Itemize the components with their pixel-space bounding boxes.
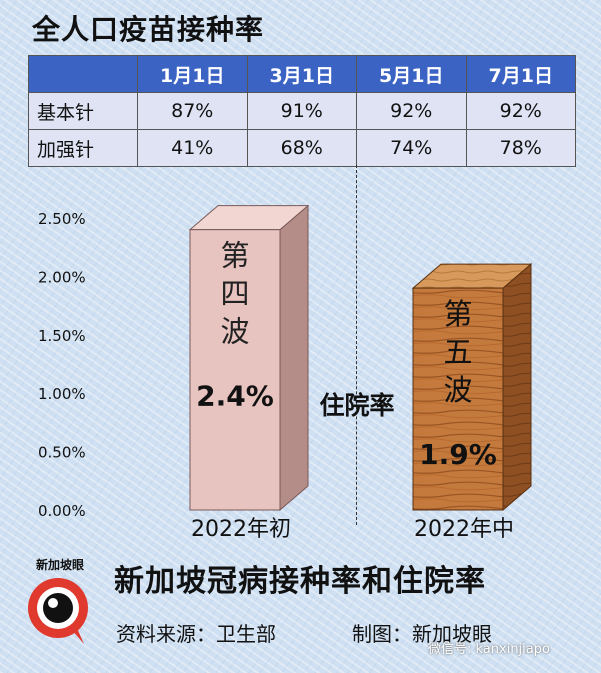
bar-value-label: 1.9% — [419, 438, 497, 471]
watermark: 微信号: kanxinjiapo — [428, 642, 550, 657]
x-category-label: 2022年初 — [191, 517, 291, 540]
column-header: 3月1日 — [246, 55, 357, 93]
source-label: 资料来源： — [116, 622, 216, 646]
y-tick-label: 1.50% — [38, 327, 86, 345]
bar-wave-char: 波 — [443, 373, 472, 407]
source-credit: 资料来源：卫生部 — [116, 618, 276, 647]
chart-title: 住院率 — [319, 391, 394, 420]
table-cell: 92% — [465, 92, 576, 130]
bar-value-label: 2.4% — [196, 380, 274, 413]
row-label: 加强针 — [28, 129, 138, 167]
bar-wave-char: 四 — [220, 277, 249, 311]
vaccination-table: 1月1日 3月1日 5月1日 7月1日 基本针 87% 91% 92% 92% … — [28, 55, 576, 167]
footer-title: 新加坡冠病接种率和住院率 — [114, 564, 486, 599]
table-cell: 78% — [465, 129, 576, 167]
column-header: 1月1日 — [137, 55, 248, 93]
table-row: 基本针 87% 91% 92% 92% — [28, 92, 576, 130]
logo-text: 新加坡眼 — [36, 557, 84, 572]
y-tick-label: 1.00% — [38, 385, 86, 403]
y-tick-label: 0.50% — [38, 444, 86, 462]
page-title: 全人口疫苗接种率 — [32, 13, 265, 46]
bar-wave-char: 第 — [220, 239, 249, 273]
bar-group: 第五波第五波1.9%2022年中 — [411, 262, 533, 540]
maker-credit: 制图：新加坡眼 — [352, 618, 492, 647]
y-tick-label: 2.00% — [38, 268, 86, 286]
table-row: 加强针 41% 68% 74% 78% — [28, 129, 576, 167]
table-cell: 68% — [246, 129, 357, 167]
table-cell: 92% — [356, 92, 467, 130]
table-cell: 41% — [137, 129, 248, 167]
table-header-row: 1月1日 3月1日 5月1日 7月1日 — [28, 55, 576, 93]
bar-wave-char: 第 — [443, 297, 472, 331]
table-cell: 74% — [356, 129, 467, 167]
bar — [189, 229, 281, 511]
bar-side — [502, 262, 532, 512]
maker-label: 制图： — [352, 622, 412, 646]
column-header: 5月1日 — [356, 55, 467, 93]
logo: 新加坡眼 — [28, 557, 88, 644]
bar — [412, 287, 504, 511]
bar-wave-char: 五 — [443, 335, 472, 369]
table-cell: 87% — [137, 92, 248, 130]
row-label: 基本针 — [28, 92, 138, 130]
x-category-label: 2022年中 — [414, 517, 514, 540]
table-corner — [28, 55, 138, 93]
maker-value: 新加坡眼 — [412, 622, 492, 646]
y-tick-label: 2.50% — [38, 210, 86, 228]
bar-wave-char: 波 — [220, 315, 249, 349]
bar-group: 第四波第四波2.4%2022年初 — [188, 204, 310, 540]
bar-side — [279, 204, 309, 512]
y-tick-label: 0.00% — [38, 502, 86, 520]
source-value: 卫生部 — [216, 622, 276, 646]
hospitalization-chart: 0.00%0.50%1.00%1.50%2.00%2.50% 第四波第四波2.4… — [38, 204, 533, 540]
chart-divider — [356, 165, 357, 525]
table-cell: 91% — [246, 92, 357, 130]
column-header: 7月1日 — [465, 55, 576, 93]
